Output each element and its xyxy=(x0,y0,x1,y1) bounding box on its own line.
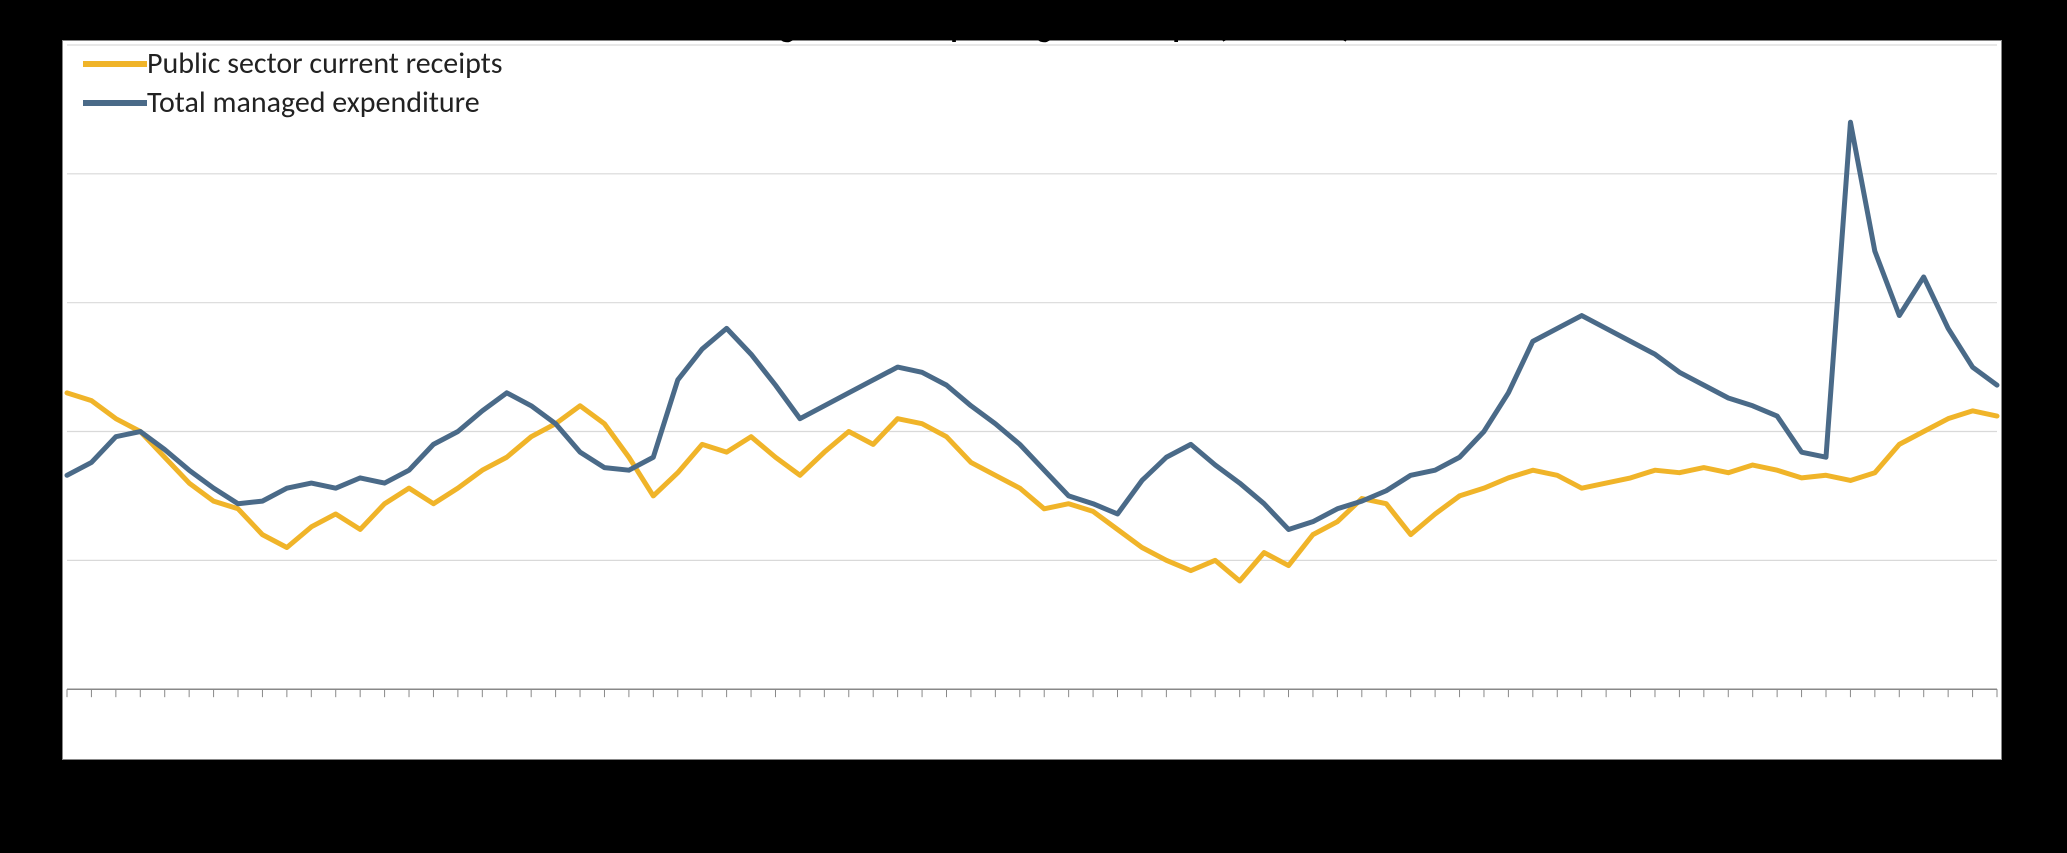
legend-item-expenditure: Total managed expenditure xyxy=(83,86,503,121)
legend-swatch-receipts xyxy=(83,61,147,67)
legend: Public sector current receipts Total man… xyxy=(83,47,503,124)
legend-label-receipts: Public sector current receipts xyxy=(147,47,503,82)
legend-label-expenditure: Total managed expenditure xyxy=(147,86,480,121)
legend-item-receipts: Public sector current receipts xyxy=(83,47,503,82)
chart-title-fragment: Total government spending and receipts (… xyxy=(713,9,1352,45)
chart-container: Total government spending and receipts (… xyxy=(62,40,2002,760)
legend-swatch-expenditure xyxy=(83,100,147,106)
chart-plot xyxy=(63,41,2001,759)
